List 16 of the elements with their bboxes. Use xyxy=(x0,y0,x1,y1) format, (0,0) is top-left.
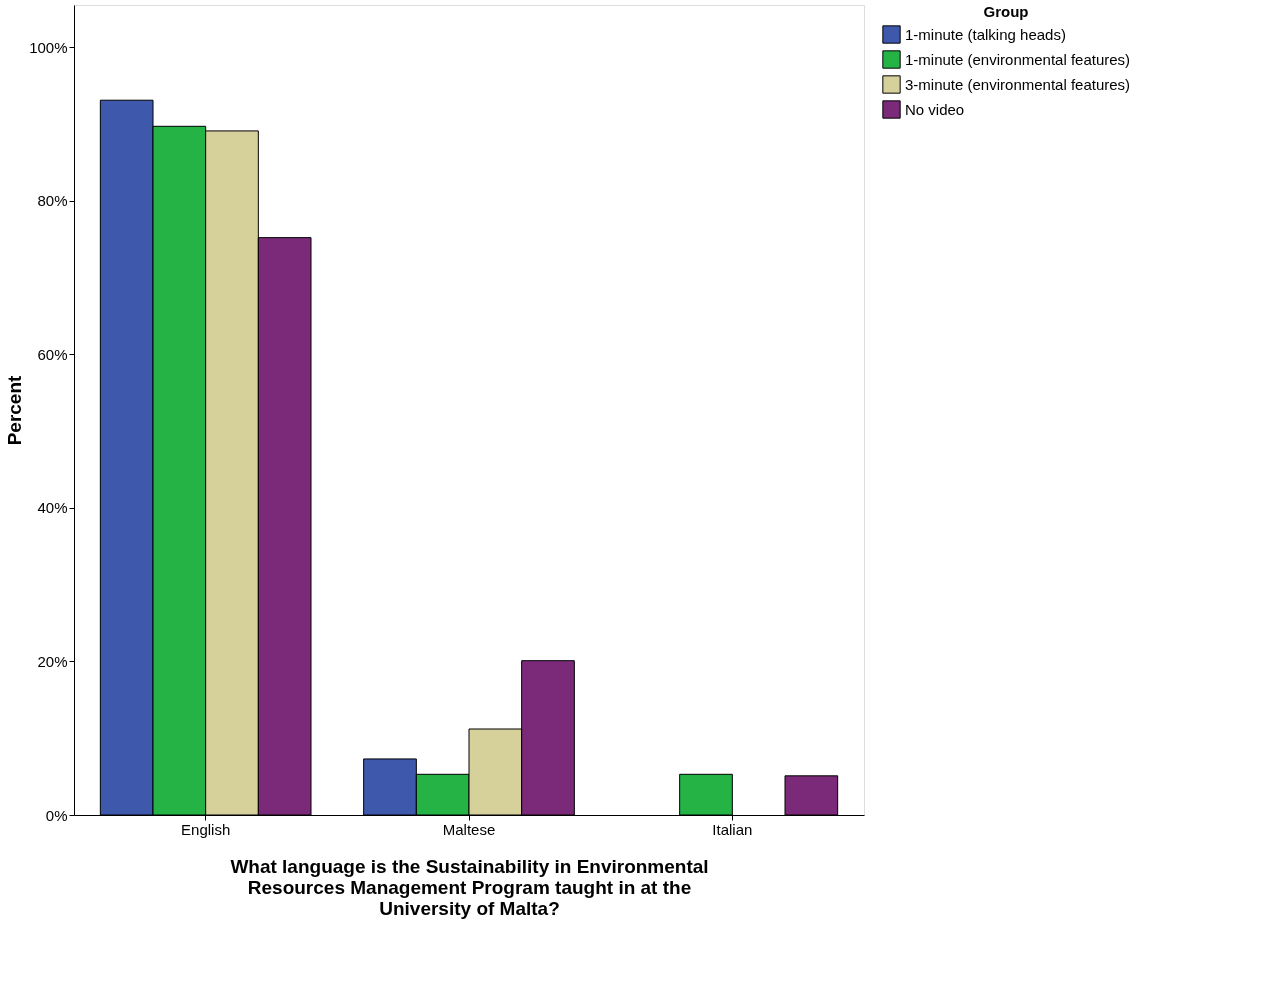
legend-label: 3-minute (environmental features) xyxy=(905,75,1131,93)
y-tick-label: 60% xyxy=(37,345,68,363)
y-tick-label: 20% xyxy=(37,652,68,670)
y-tick-label: 0% xyxy=(45,806,68,824)
y-tick-label: 40% xyxy=(37,499,68,517)
y-tick-label: 80% xyxy=(37,192,68,210)
y-axis-title: Percent xyxy=(4,374,26,446)
x-axis-title: What language is the Sustainability in Environmental Resources Management Program taught in at the University of Malta? xyxy=(230,855,709,919)
legend-title: Group xyxy=(983,3,1029,20)
x-tick-label: Italian xyxy=(712,820,753,838)
legend-label: No video xyxy=(905,100,965,118)
x-tick-label: Maltese xyxy=(442,820,496,838)
legend-label: 1-minute (environmental features) xyxy=(905,50,1131,68)
y-tick-label: 100% xyxy=(29,38,68,56)
legend-label: 1-minute (talking heads) xyxy=(905,25,1066,43)
x-tick-label: English xyxy=(181,820,231,838)
